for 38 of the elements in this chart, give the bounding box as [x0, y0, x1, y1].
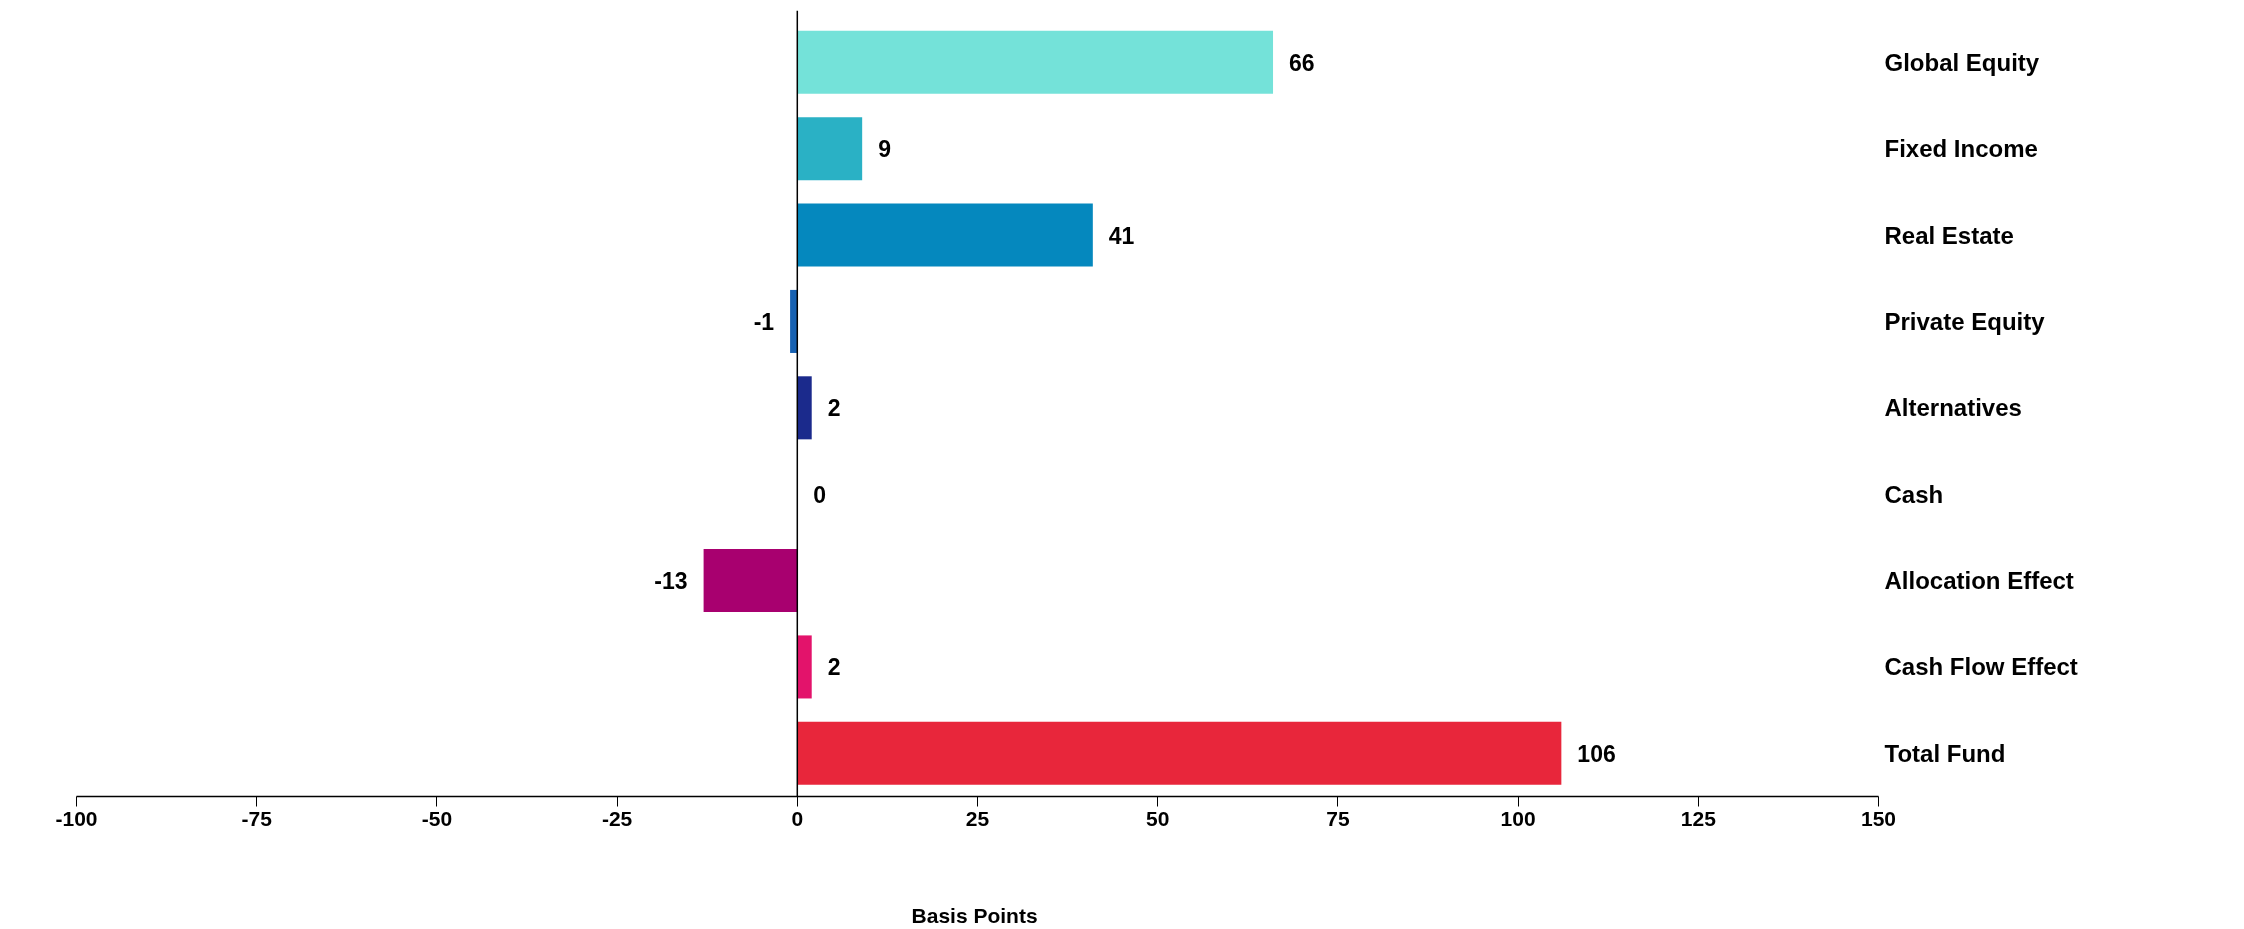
- y-tick-label: Cash: [1884, 480, 1944, 508]
- y-tick-label: Alternatives: [1884, 394, 2022, 422]
- data-label: 106: [1577, 740, 1616, 767]
- bar: [797, 721, 1562, 785]
- x-tick-label: -75: [241, 806, 273, 830]
- x-tick-label: 100: [1500, 806, 1536, 830]
- bar: [797, 203, 1093, 267]
- y-tick-label: Global Equity: [1884, 48, 2040, 76]
- data-label: 66: [1289, 49, 1315, 76]
- x-tick-label: 25: [965, 806, 990, 830]
- y-tick-label: Total Fund: [1884, 739, 2006, 767]
- data-label: -13: [654, 568, 688, 595]
- data-label: -1: [753, 308, 775, 335]
- bar: [790, 289, 798, 353]
- y-tick-label: Private Equity: [1884, 307, 2046, 335]
- x-tick-label: 75: [1326, 806, 1350, 830]
- bar: [797, 376, 812, 440]
- data-label: 0: [813, 481, 827, 508]
- data-label: 9: [878, 136, 891, 163]
- x-tick-label: 125: [1680, 806, 1717, 830]
- x-tick-label: 150: [1860, 806, 1897, 830]
- y-tick-label: Fixed Income: [1884, 135, 2038, 163]
- bar: [797, 635, 812, 699]
- x-tick-label: 0: [791, 806, 804, 830]
- y-tick-label: Cash Flow Effect: [1884, 653, 2078, 681]
- y-tick-label: Allocation Effect: [1884, 567, 2074, 595]
- y-tick-label: Real Estate: [1884, 221, 2014, 249]
- bar: [797, 30, 1274, 94]
- x-tick-label: -100: [55, 806, 98, 830]
- data-label: 2: [827, 395, 841, 422]
- x-axis-title: Basis Points: [911, 903, 1038, 927]
- x-tick-label: -25: [601, 806, 633, 830]
- data-label: 2: [827, 654, 841, 681]
- bar: [703, 549, 798, 613]
- data-label: 41: [1108, 222, 1135, 249]
- x-tick-label: -50: [421, 806, 453, 830]
- bar: [797, 117, 863, 181]
- x-tick-label: 50: [1146, 806, 1170, 830]
